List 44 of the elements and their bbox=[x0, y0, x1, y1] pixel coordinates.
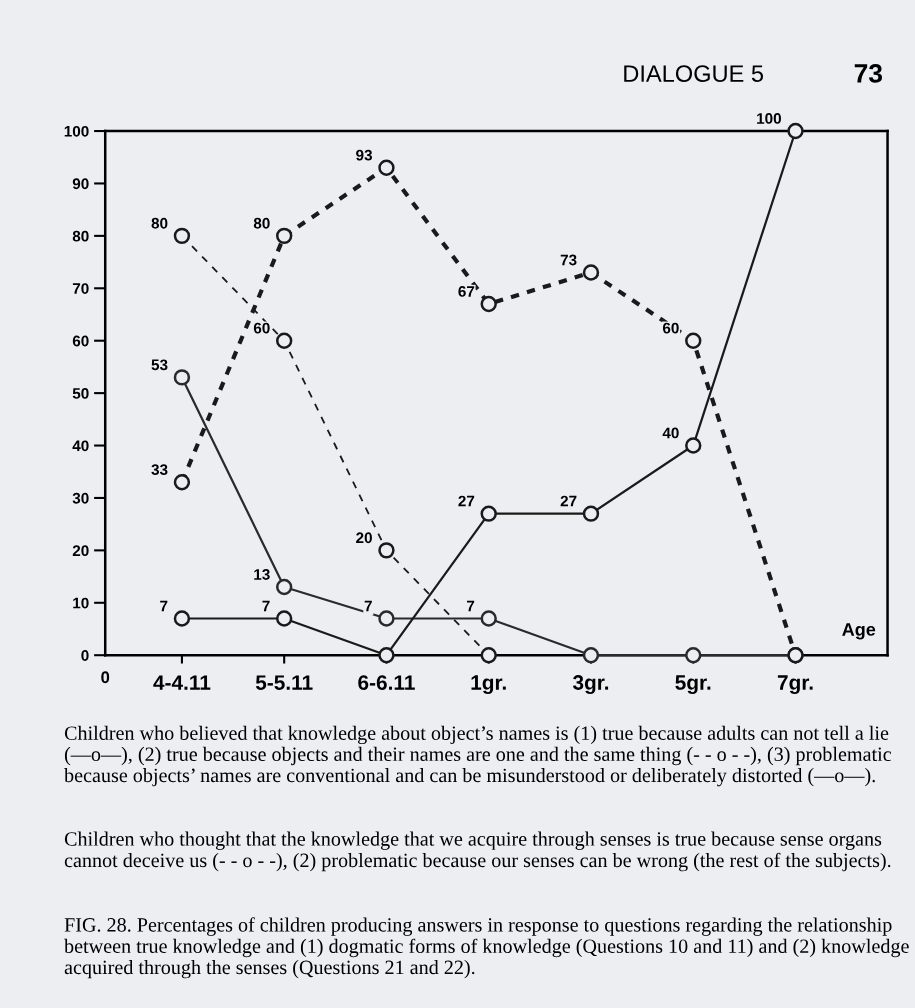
y-tick-label: 60 bbox=[72, 335, 89, 347]
text: Children who believed that knowledge about object’s names is (1) true because adults can not tell a lie (—o—), (2) true because objects and their names are one and the same thing (- - o - -), (3) problematic because objects’ names are conventional and can be misunderstood or deliberately distorted (—o—). bbox=[64, 725, 892, 787]
data-label: 100 bbox=[757, 113, 781, 124]
y-tick-label: 50 bbox=[72, 387, 89, 399]
data-label: 40 bbox=[662, 427, 679, 439]
caption: FIG. 28. Percentages of children producing answers in response to questions regarding the relationship between true knowledge and (1) dogmatic forms of knowledge (Questions 10 and 11) and (2) knowledge acquired through the senses (Questions 21 and 22). bbox=[64, 917, 909, 979]
y-tick-label: 100 bbox=[64, 125, 89, 137]
data-label: 67 bbox=[458, 286, 475, 297]
y-tick-label: 0 bbox=[81, 650, 89, 661]
x-axis-title: Age bbox=[842, 623, 876, 640]
y-tick-label: 40 bbox=[72, 440, 89, 452]
text: Children who thought that the knowledge that we acquire through senses is true because sense organs cannot deceive us (- - o - -), (2) problematic because our senses can be wrong (the rest of the subjects). bbox=[64, 831, 891, 872]
y-tick-label: 30 bbox=[72, 492, 89, 504]
y-tick-label: 20 bbox=[72, 545, 89, 557]
data-label: 60 bbox=[253, 322, 270, 334]
x-tick-label: 6-6.11 bbox=[358, 675, 415, 690]
data-label: 80 bbox=[151, 217, 168, 229]
data-label: 33 bbox=[151, 464, 168, 476]
data-label: 7 bbox=[262, 600, 270, 612]
x-tick-label: 1gr. bbox=[471, 675, 506, 695]
data-label: 13 bbox=[254, 569, 270, 580]
text: 73 bbox=[854, 64, 883, 83]
data-label: 80 bbox=[253, 217, 270, 229]
data-label: 20 bbox=[356, 532, 372, 544]
data-label: 7 bbox=[160, 600, 168, 612]
y-tick-label: 70 bbox=[72, 283, 89, 294]
y-tick-label: 90 bbox=[72, 178, 89, 190]
data-label: 60 bbox=[662, 322, 679, 334]
data-label: 7 bbox=[466, 600, 475, 612]
data-label: 93 bbox=[356, 149, 373, 161]
text: DIALOGUE 5 bbox=[624, 65, 764, 82]
data-label: 53 bbox=[151, 359, 168, 371]
data-label: 27 bbox=[560, 495, 577, 507]
data-label: 7 bbox=[364, 600, 372, 612]
data-label: 27 bbox=[458, 495, 475, 507]
x-tick-label: 7gr. bbox=[777, 675, 813, 695]
y-tick-label: 80 bbox=[72, 230, 89, 242]
data-label: 73 bbox=[560, 254, 577, 266]
x-tick-label: 4-4.11 bbox=[153, 675, 211, 690]
x-tick-label: 3gr. bbox=[572, 675, 609, 695]
x-tick-label: 5-5.11 bbox=[255, 675, 313, 690]
y-tick-label: 10 bbox=[73, 597, 89, 609]
x-tick-label: 5gr. bbox=[675, 675, 711, 695]
text: 0 bbox=[101, 671, 110, 684]
